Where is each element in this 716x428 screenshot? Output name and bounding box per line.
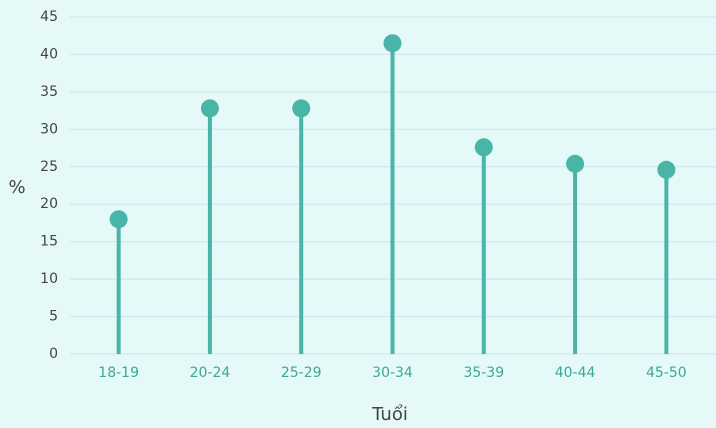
dot	[566, 154, 585, 173]
x-tick-label: 20-24	[190, 365, 231, 381]
y-tick-label: 20	[40, 196, 58, 212]
x-axis-label: Tuổi	[371, 404, 408, 425]
y-tick-label: 40	[40, 46, 58, 62]
y-tick-label: 0	[49, 346, 58, 362]
y-tick-label: 25	[40, 159, 58, 175]
y-axis-label: %	[8, 177, 25, 198]
dot	[383, 34, 402, 53]
dot	[200, 99, 219, 118]
dot	[657, 160, 676, 179]
y-tick-label: 30	[40, 121, 58, 137]
y-tick-label: 35	[40, 84, 58, 100]
y-tick-label: 45	[40, 9, 58, 25]
x-tick-label: 25-29	[281, 365, 322, 381]
dot	[292, 99, 311, 118]
y-tick-label: 5	[49, 309, 58, 325]
dot	[474, 138, 493, 157]
x-tick-label: 30-34	[372, 365, 413, 381]
x-tick-label: 45-50	[646, 365, 687, 381]
x-tick-label: 40-44	[555, 365, 596, 381]
y-tick-label: 15	[40, 234, 58, 250]
dot	[109, 210, 128, 229]
x-tick-label: 18-19	[98, 365, 139, 381]
x-tick-label: 35-39	[463, 365, 504, 381]
y-tick-label: 10	[40, 271, 58, 287]
